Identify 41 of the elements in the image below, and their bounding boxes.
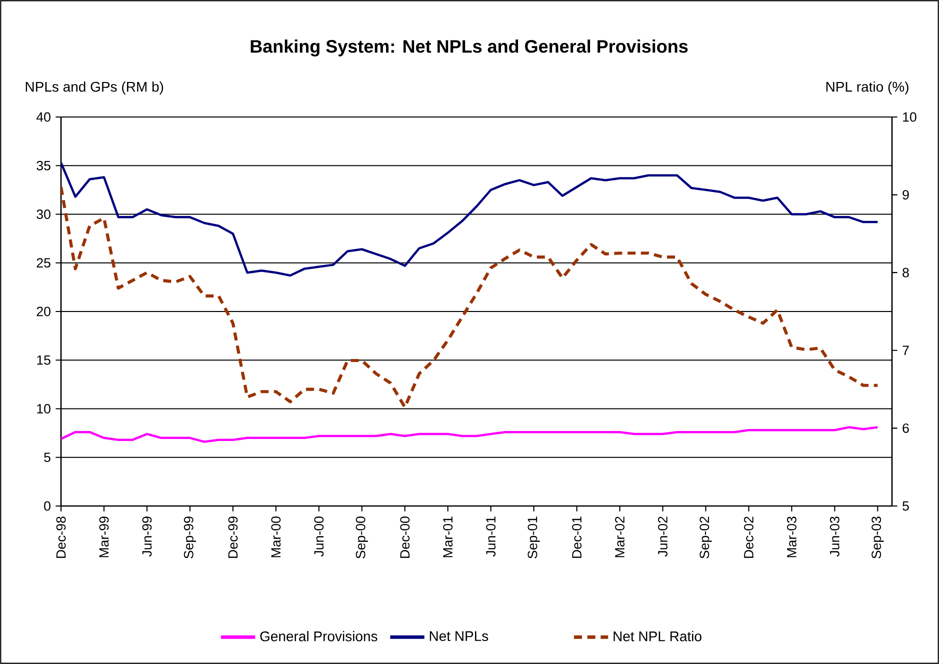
x-tick-label: Sep-99 [184, 516, 196, 558]
y2-axis-title: NPL ratio (%) [826, 81, 908, 95]
x-tick-label: Dec-01 [572, 516, 582, 558]
x-tick-label: Sep-02 [700, 516, 712, 558]
y2-tick-label: 6 [902, 423, 909, 433]
y2-tick-label: 9 [902, 190, 909, 200]
y-tick-label: 40 [36, 112, 50, 122]
x-tick-label: Jun-03 [830, 516, 840, 557]
y-tick-label: 35 [36, 160, 50, 170]
y2-tick-label: 7 [902, 346, 909, 355]
x-tick-label: Mar-01 [443, 516, 453, 558]
x-tick-label: Sep-00 [356, 516, 368, 558]
y-tick-label: 0 [44, 501, 50, 511]
y-tick-label: 30 [36, 210, 50, 219]
y2-tick-label: 5 [902, 501, 909, 511]
x-tick-label: Mar-00 [271, 516, 281, 558]
x-tick-label: Dec-00 [400, 516, 410, 558]
x-tick-label: Sep-01 [528, 516, 540, 558]
x-tick-label: Mar-02 [615, 516, 624, 558]
y-tick-label: 10 [37, 404, 50, 414]
y2-tick-label: 10 [903, 112, 916, 122]
x-tick-label: Dec-98 [56, 516, 66, 558]
y-tick-label: 25 [36, 258, 50, 268]
legend-label: Net NPL Ratio [614, 631, 702, 642]
legend-label: Net NPLs [430, 631, 488, 642]
x-tick-label: Jun-02 [658, 516, 668, 557]
y-tick-label: 20 [36, 306, 50, 316]
x-tick-label: Mar-03 [786, 516, 796, 558]
legend-label: General Provisions [260, 631, 378, 642]
y-tick-label: 5 [44, 452, 50, 462]
y-axis-title: NPLs and GPs (RM b) [26, 81, 164, 95]
y-tick-label: 15 [37, 355, 50, 365]
y2-tick-label: 8 [902, 268, 909, 278]
x-tick-label: Sep-03 [872, 516, 884, 558]
x-tick-label: Jun-01 [486, 516, 496, 557]
chart-title: Banking System: Net NPLs and General Provisions [250, 40, 688, 56]
x-tick-label: Jun-00 [314, 516, 324, 557]
x-tick-label: Mar-99 [99, 516, 109, 558]
x-tick-label: Dec-02 [744, 516, 754, 558]
x-tick-label: Jun-99 [142, 516, 152, 557]
x-tick-label: Dec-99 [228, 516, 238, 558]
